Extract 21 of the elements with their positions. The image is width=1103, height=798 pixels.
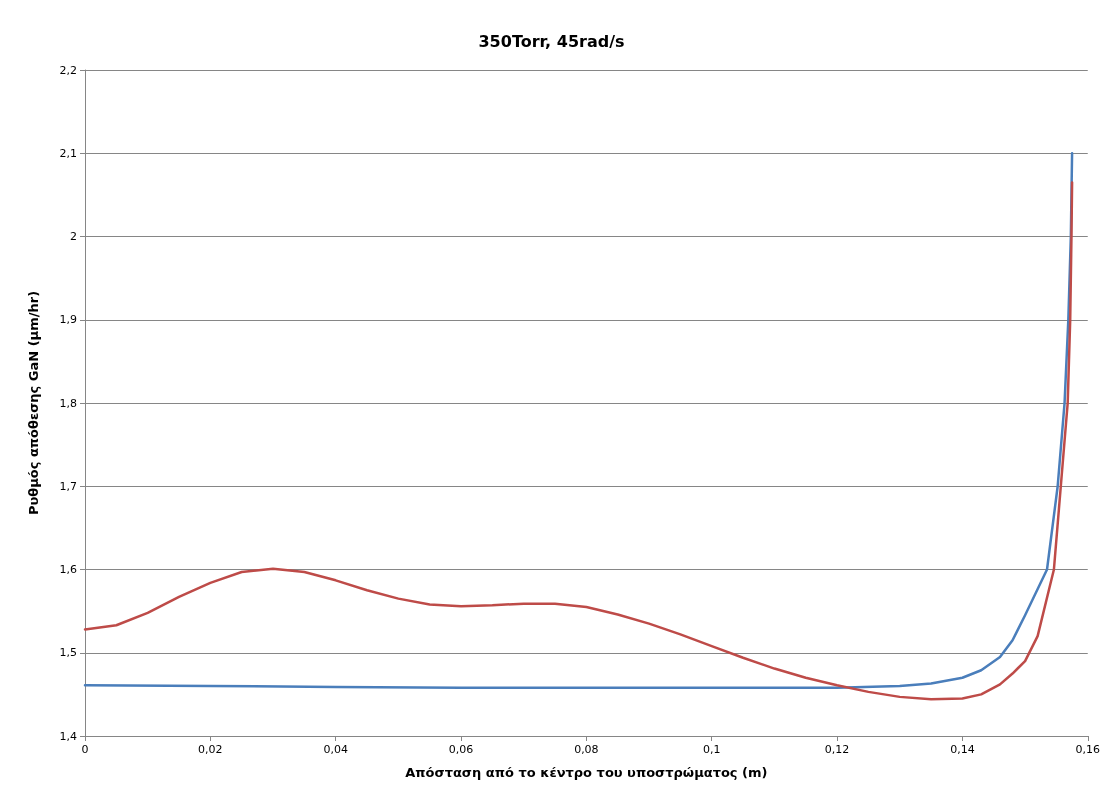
y-tick-label: 2,2: [59, 63, 77, 77]
y-tick-label: 1,4: [59, 729, 77, 743]
y-axis-title: Ρυθμός απόθεσης GaN (μm/hr): [26, 290, 41, 516]
x-tick-label: 0,14: [950, 743, 975, 756]
x-tick-label: 0,1: [702, 743, 721, 756]
x-tick-label: 0,04: [323, 743, 348, 756]
x-tick-label: 0,16: [1075, 743, 1100, 756]
chart-title: 350Torr, 45rad/s: [478, 31, 625, 51]
y-tick-label: 2,1: [59, 146, 77, 160]
x-tick-label: 0,02: [198, 743, 223, 756]
y-tick-label: 2: [70, 230, 77, 243]
y-tick-label: 1,6: [59, 563, 77, 576]
y-tick-label: 1,8: [59, 396, 77, 410]
y-tick-label: 1,7: [59, 479, 77, 493]
x-tick-label: 0,06: [448, 743, 474, 756]
x-axis-title: Απόσταση από το κέντρο του υποστρώματος (m): [405, 765, 768, 780]
x-tick-label: 0,12: [824, 743, 850, 756]
x-tick-label: 0: [81, 743, 89, 756]
y-tick-label: 1,9: [59, 313, 77, 327]
y-tick-label: 1,5: [59, 646, 77, 660]
x-tick-label: 0,08: [574, 743, 599, 756]
